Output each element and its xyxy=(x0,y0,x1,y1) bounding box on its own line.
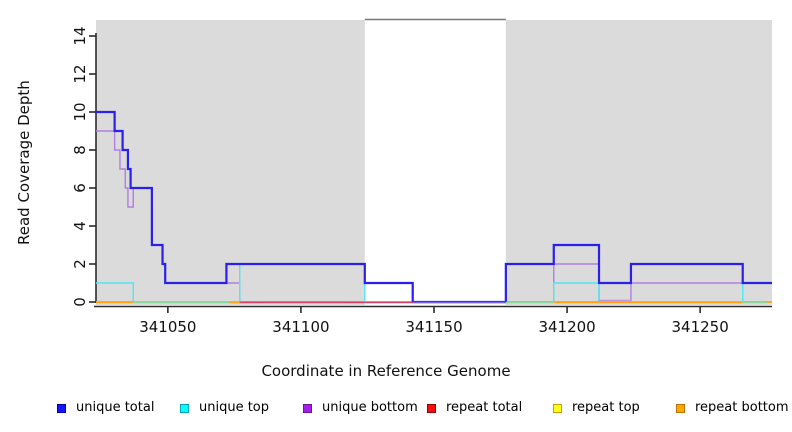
series-unique-total xyxy=(96,110,772,304)
y-tick-label: 12 xyxy=(71,64,89,83)
right-gray-region xyxy=(505,20,772,305)
x-tick-label: 341250 xyxy=(672,318,729,336)
y-tick-label: 6 xyxy=(71,183,89,193)
x-tick-label: 341200 xyxy=(538,318,595,336)
x-tick-label: 341150 xyxy=(405,318,462,336)
left-gray-region xyxy=(96,20,365,305)
y-tick-label: 2 xyxy=(71,259,89,269)
y-tick-label: 4 xyxy=(71,221,89,231)
y-axis-label: Read Coverage Depth xyxy=(15,80,33,245)
x-tick-label: 341050 xyxy=(139,318,196,336)
y-tick-label: 0 xyxy=(71,297,89,307)
y-tick-label: 8 xyxy=(71,145,89,155)
y-tick-label: 10 xyxy=(71,102,89,121)
x-tick-label: 341100 xyxy=(272,318,329,336)
y-tick-label: 14 xyxy=(71,26,89,45)
x-axis-label: Coordinate in Reference Genome xyxy=(261,362,511,380)
